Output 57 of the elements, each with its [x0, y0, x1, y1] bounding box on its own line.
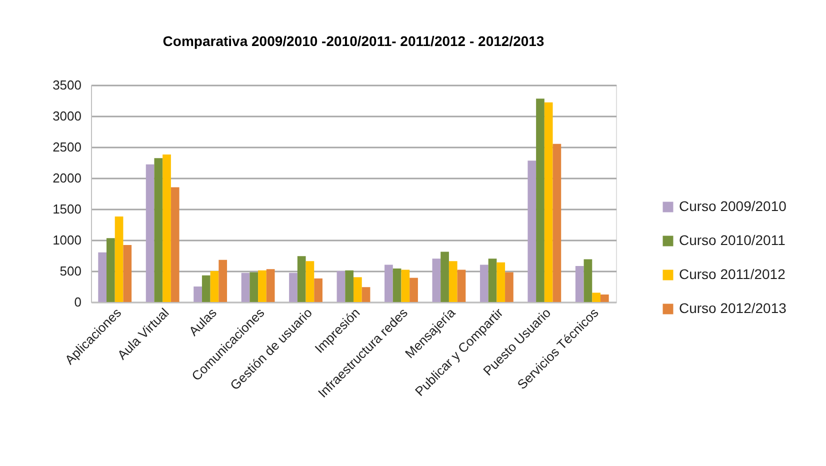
bar	[584, 259, 592, 302]
bar	[354, 277, 362, 302]
bar	[266, 269, 275, 302]
bar	[123, 244, 132, 302]
bar	[146, 164, 154, 302]
bar	[306, 261, 314, 302]
bar	[384, 264, 393, 302]
bar	[297, 256, 306, 302]
bar	[536, 98, 544, 302]
legend-label: Curso 2011/2012	[679, 266, 786, 282]
bar	[544, 102, 553, 302]
bar	[202, 275, 210, 302]
y-tick-label: 2000	[52, 170, 82, 186]
bar	[162, 154, 171, 302]
bar	[600, 294, 609, 302]
bar	[314, 278, 322, 302]
legend-label: Curso 2009/2010	[679, 198, 787, 214]
legend-label: Curso 2010/2011	[679, 232, 786, 248]
y-tick-label: 2500	[52, 140, 82, 154]
bar	[448, 261, 458, 302]
bar	[258, 270, 266, 302]
bar	[98, 252, 107, 302]
bar	[241, 272, 250, 302]
bar	[440, 252, 449, 302]
bar	[401, 270, 410, 302]
chart-title: Comparativa 2009/2010 -2010/2011- 2011/2012 - 2012/2013	[162, 33, 544, 49]
bar	[592, 292, 600, 302]
bar	[488, 258, 497, 302]
y-tick-label: 3500	[52, 78, 82, 92]
bar	[106, 238, 115, 302]
bar	[575, 266, 584, 302]
bar	[218, 260, 228, 302]
bar	[410, 278, 418, 302]
bar	[496, 262, 506, 302]
bar	[345, 270, 354, 302]
bar	[250, 272, 258, 302]
legend-label: Curso 2012/2013	[679, 300, 787, 316]
bar	[154, 158, 163, 302]
bar	[170, 187, 180, 302]
bar	[505, 272, 514, 302]
bar	[114, 216, 124, 302]
bar	[210, 271, 219, 302]
y-tick-label: 1500	[52, 202, 82, 216]
bar	[480, 264, 488, 302]
bar	[194, 286, 202, 302]
y-tick-label: 3000	[52, 108, 82, 124]
bar	[362, 287, 370, 302]
y-tick-label: 0	[74, 294, 82, 310]
bar	[552, 144, 562, 302]
bar	[528, 160, 536, 302]
bar	[432, 258, 441, 302]
bar	[457, 270, 466, 302]
bar	[392, 268, 402, 302]
y-tick-label: 1000	[52, 232, 82, 248]
bar	[336, 271, 346, 302]
bar	[289, 272, 298, 302]
y-tick-label: 500	[60, 264, 82, 278]
